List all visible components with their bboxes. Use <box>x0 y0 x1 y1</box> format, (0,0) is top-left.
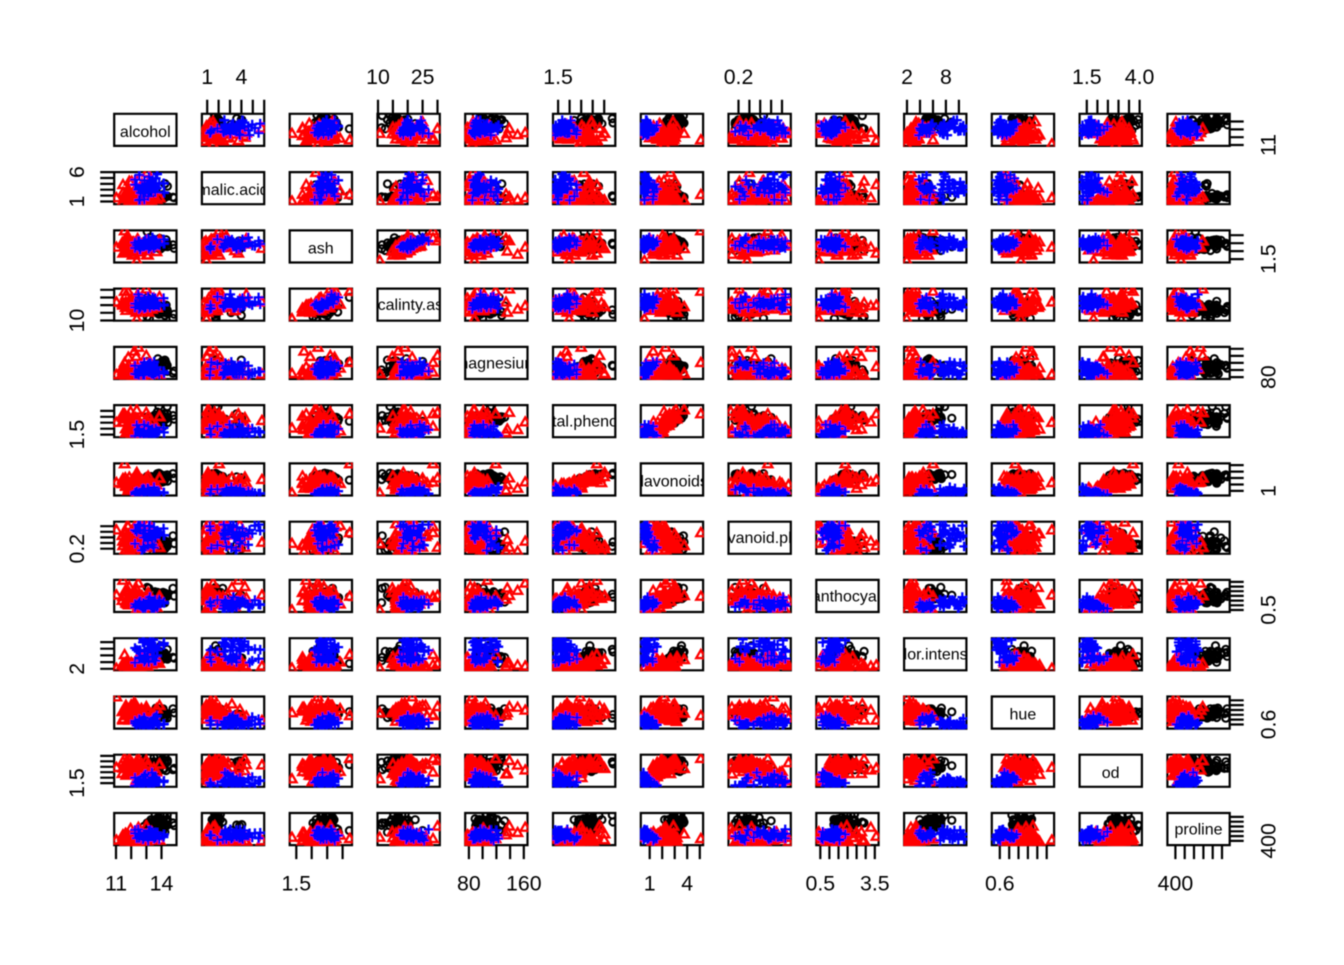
svg-text:0.6: 0.6 <box>985 872 1015 896</box>
svg-text:4: 4 <box>681 872 693 896</box>
svg-text:color.intensity: color.intensity <box>887 647 984 664</box>
svg-text:0.5: 0.5 <box>1257 595 1281 625</box>
svg-text:2: 2 <box>901 65 913 89</box>
svg-text:11: 11 <box>1257 134 1281 156</box>
svg-text:80: 80 <box>1257 365 1281 389</box>
svg-text:1.5: 1.5 <box>543 65 573 89</box>
svg-text:25: 25 <box>411 65 435 89</box>
svg-text:400: 400 <box>1257 823 1281 859</box>
svg-text:alcohol: alcohol <box>120 124 171 141</box>
svg-text:400: 400 <box>1158 872 1194 896</box>
svg-text:6: 6 <box>65 166 89 178</box>
svg-text:od: od <box>1102 765 1120 782</box>
svg-text:proanthocyanins: proanthocyanins <box>789 588 906 605</box>
svg-text:1: 1 <box>1257 485 1281 497</box>
svg-text:1: 1 <box>201 65 213 89</box>
svg-text:1.5: 1.5 <box>281 872 311 896</box>
svg-text:8: 8 <box>940 65 952 89</box>
svg-text:malic.acid: malic.acid <box>197 182 268 199</box>
svg-text:11: 11 <box>105 872 127 896</box>
svg-text:alcalinty.ash: alcalinty.ash <box>365 297 452 314</box>
svg-text:magnesium: magnesium <box>455 355 538 372</box>
svg-text:hue: hue <box>1010 707 1037 724</box>
svg-text:ash: ash <box>308 241 334 258</box>
svg-text:0.5: 0.5 <box>805 872 835 896</box>
svg-text:0.2: 0.2 <box>65 534 89 564</box>
svg-text:1: 1 <box>644 872 656 896</box>
svg-text:1.5: 1.5 <box>1072 65 1102 89</box>
svg-text:10: 10 <box>366 65 390 89</box>
svg-text:1.5: 1.5 <box>65 768 89 798</box>
svg-text:14: 14 <box>150 872 174 896</box>
svg-text:1: 1 <box>65 196 89 208</box>
svg-text:nonflavanoid.phenols: nonflavanoid.phenols <box>684 530 835 547</box>
svg-text:total.phenols: total.phenols <box>539 414 630 431</box>
svg-text:4.0: 4.0 <box>1125 65 1155 89</box>
svg-text:160: 160 <box>506 872 542 896</box>
svg-text:3.5: 3.5 <box>860 872 890 896</box>
svg-text:80: 80 <box>457 872 481 896</box>
svg-text:flavonoids: flavonoids <box>636 474 708 491</box>
svg-text:proline: proline <box>1174 822 1222 839</box>
svg-text:1.5: 1.5 <box>1257 244 1281 274</box>
svg-text:2: 2 <box>65 663 89 675</box>
svg-text:4: 4 <box>235 65 247 89</box>
svg-text:0.2: 0.2 <box>724 65 754 89</box>
svg-text:10: 10 <box>65 309 89 333</box>
svg-text:1.5: 1.5 <box>65 420 89 450</box>
svg-text:0.6: 0.6 <box>1257 710 1281 740</box>
